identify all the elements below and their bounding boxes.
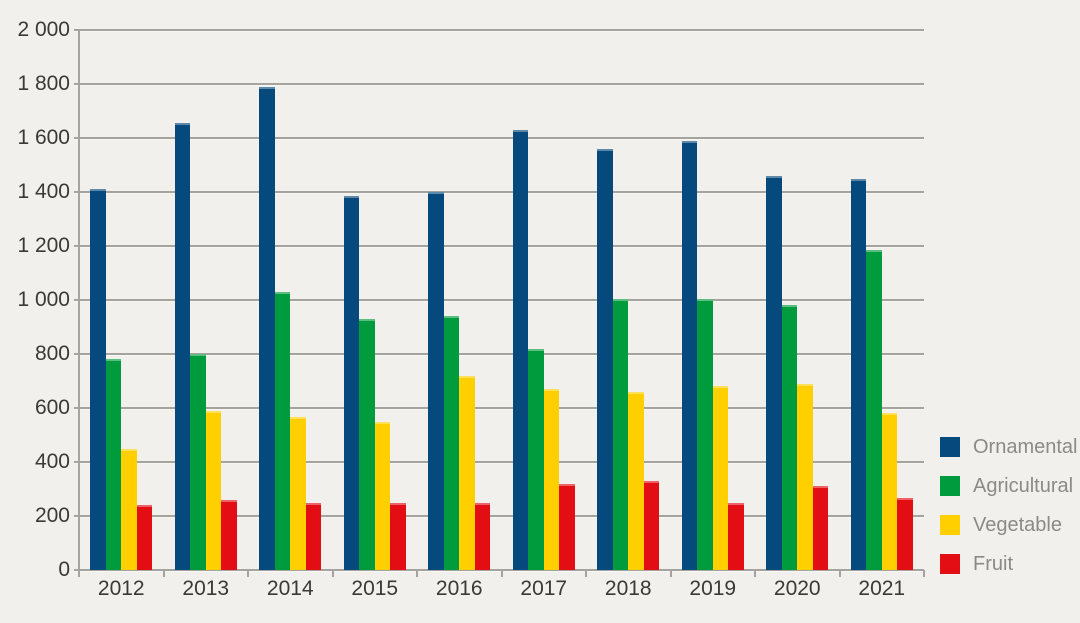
legend-item-fruit: Fruit bbox=[940, 552, 1078, 575]
x-axis-tick bbox=[78, 570, 80, 577]
gridline bbox=[74, 461, 924, 463]
legend-label: Fruit bbox=[973, 552, 1013, 575]
bar-vegetable-2018 bbox=[628, 391, 644, 570]
bar-fruit-2018 bbox=[643, 480, 660, 570]
x-axis-tick bbox=[247, 570, 249, 577]
bar-fruit-2012 bbox=[136, 505, 153, 570]
bar-vegetable-2014 bbox=[290, 417, 306, 570]
gridline bbox=[74, 245, 924, 247]
bar-fruit-2020 bbox=[812, 486, 829, 570]
x-tick-label-2018: 2018 bbox=[604, 577, 652, 600]
bar-fruit-2015 bbox=[390, 502, 406, 570]
y-tick-label: 200 bbox=[34, 504, 70, 527]
legend-item-agricultural: Agricultural bbox=[940, 474, 1078, 497]
y-tick-label: 1 600 bbox=[17, 126, 70, 149]
bar-fruit-2019 bbox=[728, 502, 744, 570]
legend-swatch-agricultural bbox=[940, 476, 960, 496]
bar-vegetable-2020 bbox=[797, 383, 813, 570]
bar-vegetable-2019 bbox=[712, 386, 729, 570]
y-tick-label: 600 bbox=[34, 396, 70, 419]
gridline bbox=[74, 569, 924, 571]
bar-ornamental-2021 bbox=[850, 178, 867, 570]
gridline bbox=[74, 299, 924, 301]
x-tick-label-2017: 2017 bbox=[520, 577, 568, 600]
legend-item-vegetable: Vegetable bbox=[940, 513, 1078, 536]
y-axis-line bbox=[78, 30, 80, 570]
bar-agricultural-2013 bbox=[190, 354, 206, 570]
x-axis-tick bbox=[923, 570, 925, 577]
bar-vegetable-2012 bbox=[121, 448, 137, 570]
x-axis-tick bbox=[585, 570, 587, 577]
y-tick-label: 1 800 bbox=[17, 72, 70, 95]
x-tick-label-2015: 2015 bbox=[351, 577, 399, 600]
x-axis-tick bbox=[500, 570, 503, 577]
legend-label: Agricultural bbox=[973, 474, 1074, 497]
bar-agricultural-2020 bbox=[781, 305, 798, 570]
bar-agricultural-2014 bbox=[274, 291, 291, 570]
x-axis-tick bbox=[162, 570, 165, 577]
bar-fruit-2014 bbox=[305, 502, 322, 570]
bar-fruit-2021 bbox=[897, 498, 913, 570]
gridline bbox=[74, 191, 924, 193]
legend-label: Vegetable bbox=[973, 513, 1062, 536]
bar-agricultural-2021 bbox=[866, 250, 882, 570]
bar-agricultural-2015 bbox=[359, 318, 375, 570]
bar-agricultural-2017 bbox=[528, 348, 544, 570]
bar-vegetable-2013 bbox=[205, 410, 222, 570]
x-tick-label-2014: 2014 bbox=[266, 577, 314, 600]
x-tick-label-2020: 2020 bbox=[773, 577, 821, 600]
bar-vegetable-2015 bbox=[374, 421, 391, 570]
x-tick-label-2016: 2016 bbox=[435, 577, 483, 600]
bar-ornamental-2016 bbox=[428, 192, 444, 570]
y-tick-label: 400 bbox=[34, 450, 70, 473]
x-axis-tick bbox=[331, 570, 334, 577]
legend-swatch-fruit bbox=[940, 554, 960, 574]
bar-ornamental-2015 bbox=[343, 196, 360, 570]
bar-ornamental-2012 bbox=[90, 189, 106, 570]
bar-vegetable-2016 bbox=[459, 375, 475, 570]
y-tick-label: 2 000 bbox=[17, 18, 70, 41]
bar-agricultural-2012 bbox=[105, 359, 122, 570]
gridline bbox=[74, 353, 924, 355]
gridline bbox=[74, 407, 924, 409]
bar-agricultural-2018 bbox=[612, 298, 629, 570]
bar-ornamental-2019 bbox=[681, 140, 698, 570]
x-axis-tick bbox=[838, 570, 841, 577]
legend-swatch-ornamental bbox=[940, 437, 960, 457]
y-tick-label: 0 bbox=[58, 558, 70, 581]
bar-agricultural-2019 bbox=[697, 298, 713, 570]
bar-ornamental-2014 bbox=[259, 86, 275, 570]
x-tick-label-2019: 2019 bbox=[689, 577, 737, 600]
gridline bbox=[74, 137, 924, 139]
bar-fruit-2016 bbox=[474, 502, 491, 570]
gridline bbox=[74, 515, 924, 517]
gridline bbox=[74, 29, 924, 31]
plot-area bbox=[74, 29, 925, 577]
bar-ornamental-2020 bbox=[766, 175, 782, 570]
bar-fruit-2013 bbox=[221, 499, 237, 570]
legend-item-ornamental: Ornamental bbox=[940, 435, 1078, 458]
legend: Ornamental Agricultural Vegetable Fruit bbox=[940, 435, 1078, 593]
y-tick-label: 1 000 bbox=[17, 288, 70, 311]
gridline bbox=[74, 83, 924, 85]
legend-swatch-vegetable bbox=[940, 515, 960, 535]
bar-agricultural-2016 bbox=[443, 316, 460, 570]
bar-ornamental-2013 bbox=[174, 123, 191, 570]
x-axis-tick bbox=[416, 570, 418, 577]
bar-vegetable-2017 bbox=[543, 389, 560, 570]
x-tick-label-2013: 2013 bbox=[182, 577, 230, 600]
y-tick-label: 800 bbox=[34, 342, 70, 365]
y-tick-label: 1 200 bbox=[17, 234, 70, 257]
x-axis-tick bbox=[754, 570, 756, 577]
bar-ornamental-2017 bbox=[512, 129, 529, 570]
x-tick-label-2021: 2021 bbox=[858, 577, 906, 600]
bar-vegetable-2021 bbox=[881, 413, 898, 570]
bar-ornamental-2018 bbox=[597, 148, 613, 570]
legend-label: Ornamental bbox=[973, 435, 1078, 458]
x-tick-label-2012: 2012 bbox=[97, 577, 145, 600]
y-tick-label: 1 400 bbox=[17, 180, 70, 203]
bar-fruit-2017 bbox=[559, 483, 575, 570]
x-axis-tick bbox=[669, 570, 672, 577]
